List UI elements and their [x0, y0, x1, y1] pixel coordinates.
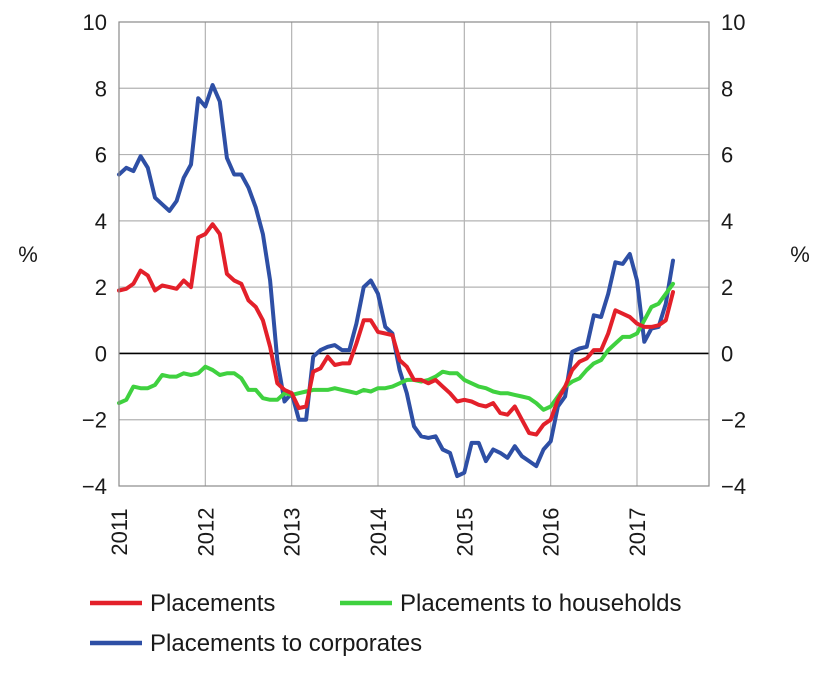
- y-tick-left-label: −2: [82, 408, 107, 433]
- series-lines: [117, 83, 675, 479]
- y-tick-right-label: 8: [721, 76, 733, 101]
- y-tick-right-label: 2: [721, 275, 733, 300]
- y-tick-left-label: 6: [95, 143, 107, 168]
- y-tick-left-label: 10: [83, 10, 107, 35]
- legend-label-households: Placements to households: [400, 590, 682, 617]
- y-axis-left-ticks: −4 −2 0 2 4 6 8 10: [82, 10, 107, 499]
- legend-label-corporates: Placements to corporates: [150, 630, 422, 657]
- y-tick-right-label: −4: [721, 474, 746, 499]
- series-line-placements: [117, 222, 675, 437]
- series-line-households: [117, 281, 675, 412]
- y-axis-right-ticks: −4 −2 0 2 4 6 8 10: [721, 10, 746, 499]
- x-tick-label: 2016: [539, 508, 564, 557]
- y-tick-right-label: 4: [721, 209, 733, 234]
- x-tick-label: 2017: [625, 508, 650, 557]
- y-tick-left-label: 2: [95, 275, 107, 300]
- y-tick-right-label: 10: [721, 10, 745, 35]
- x-tick-label: 2015: [452, 508, 477, 557]
- x-axis-year-labels: 2011 2012 2013 2014 2015 2016 2017: [107, 508, 650, 557]
- x-tick-label: 2014: [366, 508, 391, 557]
- series-line-corporates: [117, 83, 675, 479]
- y-tick-left-label: 8: [95, 76, 107, 101]
- y-tick-right-label: 6: [721, 143, 733, 168]
- x-tick-label: 2013: [280, 508, 305, 557]
- y-tick-left-label: 0: [95, 341, 107, 366]
- y-tick-right-label: 0: [721, 341, 733, 366]
- y-tick-left-label: −4: [82, 474, 107, 499]
- legend: Placements Placements to households Placem…: [90, 590, 682, 657]
- legend-label-placements: Placements: [150, 590, 275, 617]
- x-tick-label: 2011: [107, 508, 132, 555]
- plot-frame: [118, 21, 710, 487]
- x-tick-label: 2012: [193, 508, 218, 557]
- y-axis-right-unit: %: [790, 242, 810, 267]
- y-tick-left-label: 4: [95, 209, 107, 234]
- y-tick-right-label: −2: [721, 408, 746, 433]
- grid-lines: [119, 22, 709, 486]
- y-axis-left-unit: %: [18, 242, 38, 267]
